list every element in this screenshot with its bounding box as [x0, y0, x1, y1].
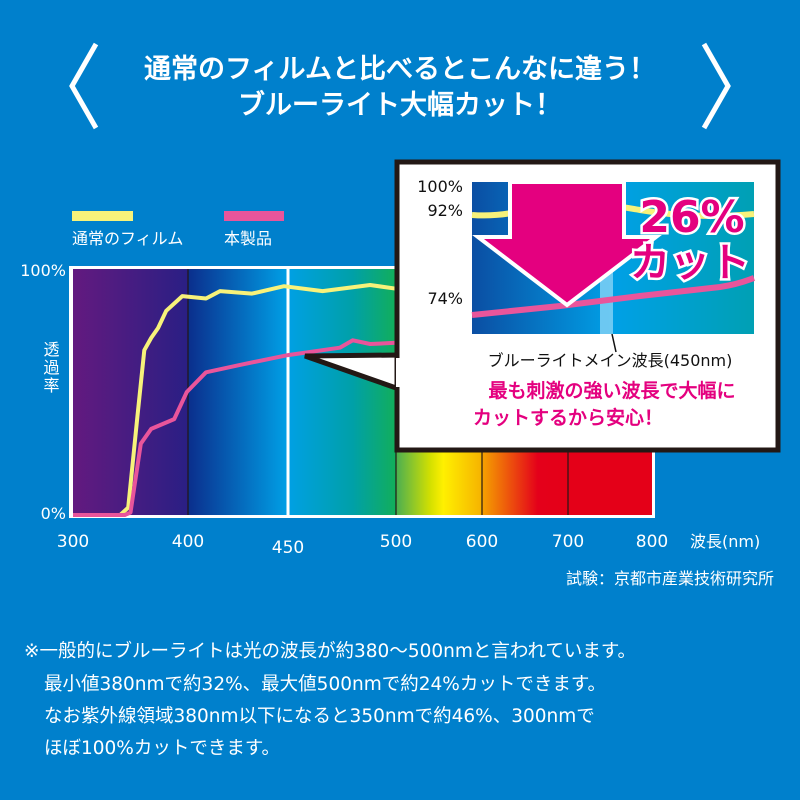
note-line-1: ※一般的にブルーライトは光の波長が約380〜500nmと言われています。 — [24, 640, 636, 662]
curves — [73, 283, 397, 517]
right-bracket-icon — [701, 42, 731, 130]
x-tick-800: 800 — [636, 532, 668, 552]
title-line-2: ブルーライト大幅カット！ — [238, 89, 562, 121]
legend-swatch-normal-film — [72, 211, 133, 221]
y-tick-100: 100% — [20, 261, 66, 280]
legend-label-normal-film: 通常のフィルム — [72, 229, 183, 248]
inset-label-92: 92% — [427, 201, 463, 220]
x-tick-400: 400 — [172, 532, 204, 552]
legend-swatch-this-product — [224, 211, 284, 221]
note-line-2: 最小値380nmで約32%、最大値500nmで約24%カットできます。 — [44, 674, 606, 695]
note-line-4: ほぼ100%カットできます。 — [44, 738, 280, 759]
x-tick-300: 300 — [57, 532, 89, 552]
source-credit: 試験：京都市産業技術研究所 — [566, 569, 774, 588]
title-line-1: 通常のフィルムと比べるとこんなに違う！ — [144, 54, 656, 85]
inset-message-2: カットするから安心！ — [473, 406, 663, 429]
inset-label-100: 100% — [417, 177, 463, 196]
inset-this-product-line — [471, 275, 755, 318]
left-bracket-icon — [69, 42, 99, 130]
inset-caption: ブルーライトメイン波長(450nm) — [488, 351, 733, 370]
inset-message-1: 最も刺激の強い波長で大幅に — [488, 379, 735, 402]
x-tick-700: 700 — [552, 532, 584, 552]
x-tick-450: 450 — [272, 538, 304, 558]
x-tick-labels: 300 400 450 500 600 700 800 — [57, 532, 668, 558]
x-tick-600: 600 — [466, 532, 498, 552]
note-line-3: なお紫外線領域380nm以下になると350nmで約46%、300nmで — [44, 706, 595, 727]
spectrum-band-450-500 — [288, 269, 396, 515]
inset-label-74: 74% — [427, 289, 463, 308]
down-arrow-icon — [472, 180, 662, 308]
caption-leader-line — [611, 333, 617, 353]
x-tick-500: 500 — [380, 532, 412, 552]
inset-callout: 100% 92% 74% 26% カット ブルーライトメイン波長(450nm) … — [304, 159, 781, 453]
legend-label-this-product: 本製品 — [224, 229, 272, 248]
y-tick-0: 0% — [41, 504, 66, 523]
y-axis-label: 透過率 — [41, 341, 60, 395]
cut-word: カット — [630, 240, 750, 286]
x-axis-label: 波長(nm) — [690, 532, 760, 551]
series-line-this-product — [73, 338, 397, 517]
spectrum-band-400-450 — [188, 269, 288, 515]
series-line-normal-film — [73, 283, 397, 517]
cut-percent: 26% — [639, 192, 744, 243]
